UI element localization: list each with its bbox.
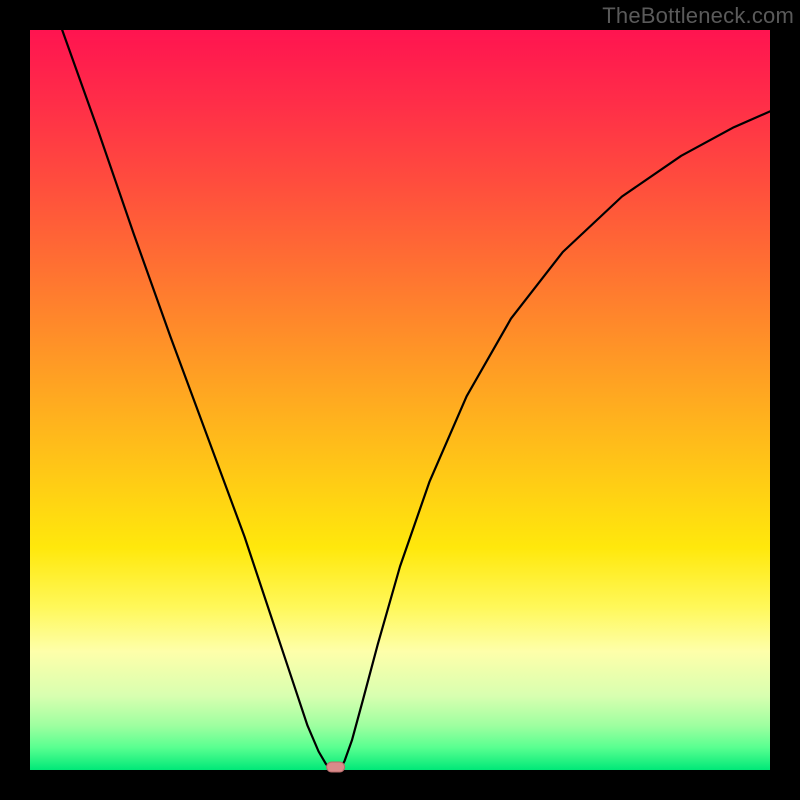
chart-frame bbox=[0, 0, 800, 800]
watermark-text: TheBottleneck.com bbox=[602, 3, 794, 29]
optimum-marker bbox=[327, 762, 345, 772]
chart-svg bbox=[0, 0, 800, 800]
plot-background bbox=[30, 30, 770, 770]
